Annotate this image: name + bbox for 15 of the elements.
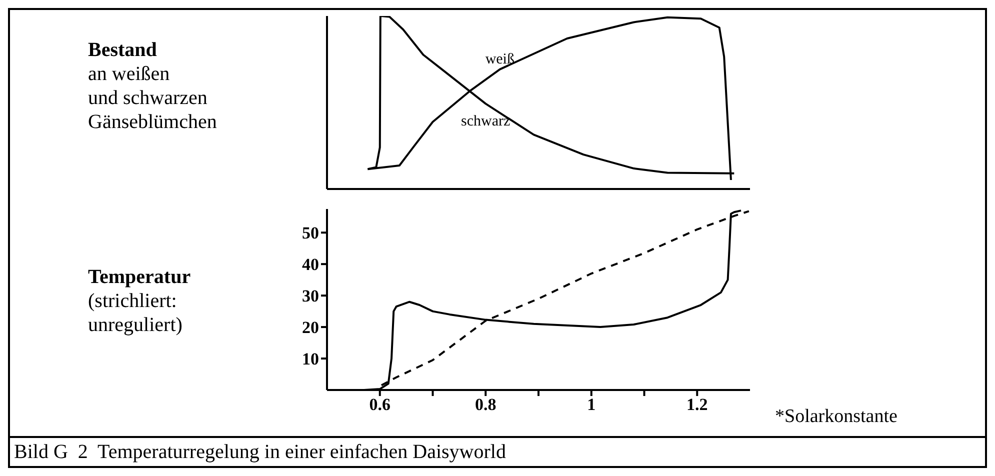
y-tick-label: 50 — [302, 224, 319, 243]
y-tick-label: 40 — [302, 255, 319, 274]
text: Bild G 2 Temperaturregelung in einer einfachen Daisyworld — [14, 441, 506, 464]
series-label: schwarz — [461, 114, 511, 130]
y-tick-label: 30 — [302, 286, 319, 306]
x-tick-label: 0.6 — [369, 395, 390, 414]
y-tick-label: 10 — [302, 350, 319, 369]
x-axis-title: *Solarkonstante — [775, 406, 898, 428]
y-axis-title: Temperatur (strichliert: unreguliert) — [88, 265, 191, 337]
series-label: weiß — [485, 51, 514, 68]
y-axis-title: Bestand an weißen und schwarzen Gänseblümchen — [88, 38, 217, 134]
y-tick-label: 20 — [302, 318, 319, 338]
x-tick-label: 1.2 — [686, 395, 708, 414]
x-tick-label: 1 — [587, 395, 596, 414]
x-tick-label: 0.8 — [475, 395, 496, 414]
